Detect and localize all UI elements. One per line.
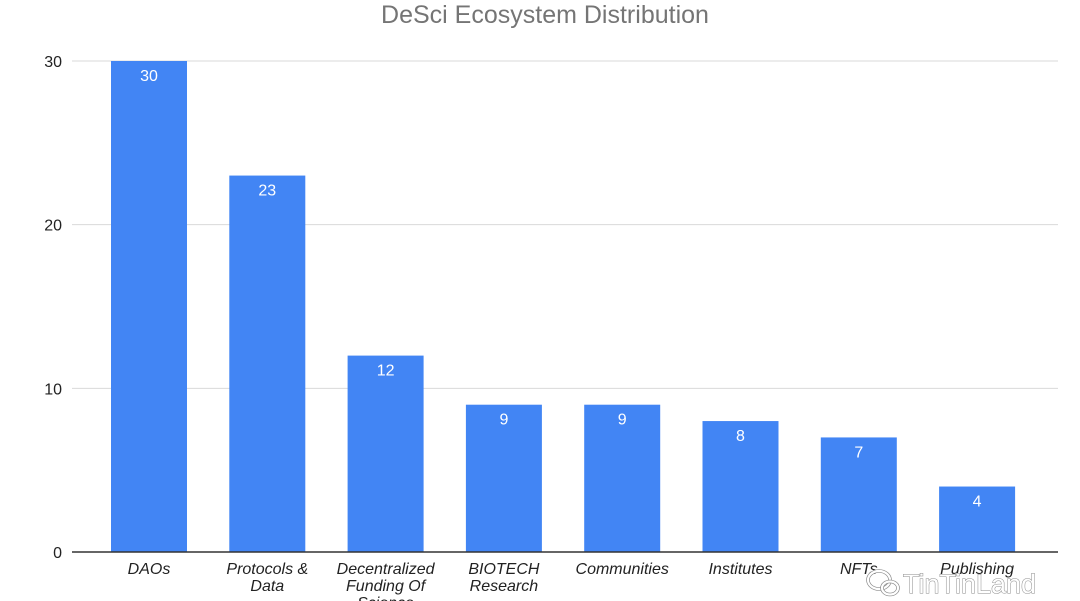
x-tick-label: BIOTECH Research xyxy=(468,561,540,595)
bar xyxy=(702,421,779,552)
x-tick-label-line: Institutes xyxy=(708,561,772,578)
x-tick-label-line: Publishing xyxy=(940,561,1014,578)
x-axis-ticks: DAOs Protocols & Data Decentralized Funding … xyxy=(128,561,1014,601)
watermark: TinTinLand xyxy=(866,569,1037,600)
watermark-text: TinTinLand xyxy=(903,569,1036,599)
x-tick-label: Institutes xyxy=(708,561,772,578)
bar xyxy=(111,61,187,552)
x-tick-label: NFTs xyxy=(840,561,878,578)
y-tick-label: 0 xyxy=(53,545,62,562)
bar xyxy=(820,437,897,552)
x-tick-label-line: Communities xyxy=(576,561,669,578)
data-label: 9 xyxy=(499,412,508,429)
chart-title: DeSci Ecosystem Distribution xyxy=(381,1,709,29)
x-tick-label-line: Research xyxy=(470,578,539,595)
x-tick-label-line: Data xyxy=(250,578,284,595)
wechat-icon xyxy=(866,569,900,597)
data-label: 30 xyxy=(140,68,158,85)
x-tick-label: Communities xyxy=(576,561,669,578)
x-tick-label: Protocols & Data xyxy=(226,561,308,595)
bar xyxy=(584,404,661,552)
x-tick-label-line: Decentralized xyxy=(337,561,436,578)
x-tick-label-line: Funding Of xyxy=(346,578,427,595)
x-tick-label: DAOs xyxy=(128,561,171,578)
data-label: 23 xyxy=(258,183,276,200)
data-label: 12 xyxy=(377,363,395,380)
bar xyxy=(465,404,542,552)
x-tick-label: Publishing xyxy=(940,561,1014,578)
x-tick-label-line: DAOs xyxy=(128,561,171,578)
y-tick-label: 10 xyxy=(44,381,62,398)
data-label: 7 xyxy=(854,444,863,461)
y-tick-label: 30 xyxy=(44,54,62,71)
gridlines xyxy=(72,60,1058,389)
data-labels: 30 23 12 9 9 8 7 4 xyxy=(140,68,982,511)
bar xyxy=(347,355,424,552)
y-tick-label: 20 xyxy=(44,218,62,235)
x-tick-label-line: BIOTECH xyxy=(468,561,540,578)
x-tick-label-line: NFTs xyxy=(840,561,878,578)
x-tick-label-line: Protocols & xyxy=(226,561,308,578)
data-label: 8 xyxy=(736,428,745,445)
data-label: 4 xyxy=(973,494,982,511)
bar xyxy=(229,175,306,553)
y-axis-ticks: 0 10 20 30 xyxy=(44,54,62,562)
x-tick-label-line: Science xyxy=(357,595,414,601)
bar xyxy=(939,486,1016,552)
bars xyxy=(111,61,1016,553)
data-label: 9 xyxy=(618,412,627,429)
